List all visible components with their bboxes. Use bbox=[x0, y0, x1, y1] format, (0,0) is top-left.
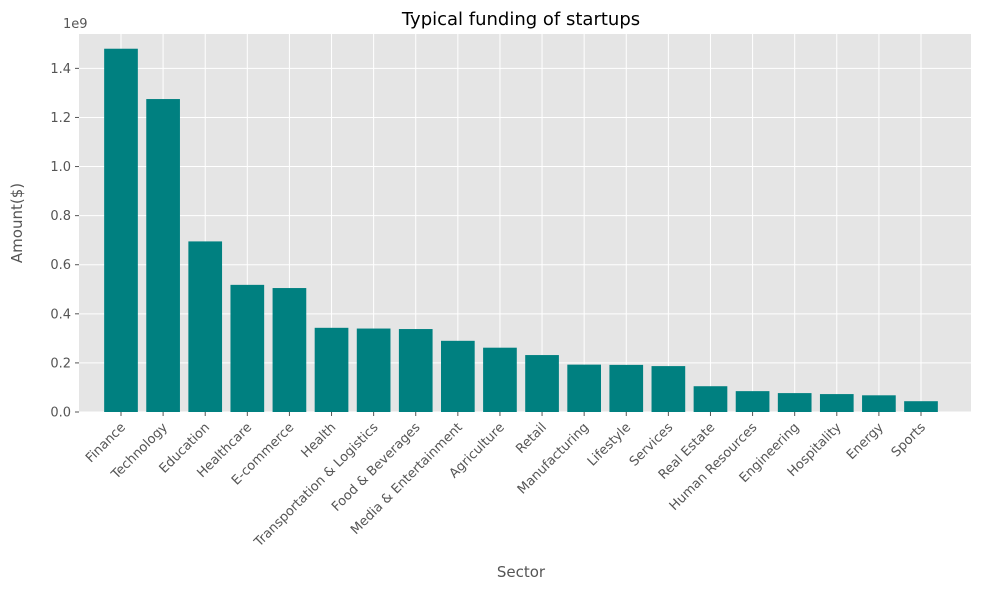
y-tick-label: 0.6 bbox=[50, 258, 71, 273]
bar-sports bbox=[904, 401, 938, 412]
y-tick-label: 0.8 bbox=[50, 209, 71, 224]
x-tick-label: Retail bbox=[513, 420, 550, 457]
y-axis-label: Amount($) bbox=[8, 183, 26, 263]
bar-education bbox=[188, 241, 223, 412]
bar-energy bbox=[862, 395, 896, 412]
bar-technology bbox=[146, 99, 180, 412]
bar-healthcare bbox=[230, 284, 265, 412]
bar-health bbox=[314, 327, 349, 412]
bar-real-estate bbox=[693, 386, 728, 412]
y-tick-label: 1.4 bbox=[50, 62, 71, 77]
x-tick-label: Health bbox=[299, 420, 340, 461]
plot-background bbox=[79, 34, 971, 412]
x-axis-ticks: FinanceTechnologyEducationHealthcareE-co… bbox=[83, 412, 929, 551]
y-tick-label: 0.4 bbox=[50, 307, 71, 322]
bar-services bbox=[651, 366, 686, 412]
bar-e-commerce bbox=[272, 288, 307, 412]
y-tick-label: 1.2 bbox=[50, 111, 71, 126]
bar-finance bbox=[104, 48, 138, 413]
bar-manufacturing bbox=[567, 364, 601, 412]
bar-retail bbox=[525, 355, 559, 412]
bar-human-resources bbox=[735, 391, 770, 412]
chart-title: Typical funding of startups bbox=[401, 9, 640, 30]
bar-agriculture bbox=[483, 347, 517, 412]
x-tick-label: Sports bbox=[889, 420, 929, 460]
bar-engineering bbox=[777, 393, 812, 412]
x-axis-label: Sector bbox=[497, 563, 546, 581]
bar-hospitality bbox=[819, 394, 854, 412]
y-tick-label: 0.2 bbox=[50, 356, 71, 371]
y-tick-label: 0.0 bbox=[50, 406, 71, 421]
y-axis-ticks: 0.0 0.2 0.4 0.6 0.8 1.0 1.2 1.4 bbox=[50, 62, 79, 421]
bar-lifestyle bbox=[609, 364, 644, 412]
x-tick-label: Energy bbox=[844, 420, 887, 463]
bar-media-entertainment bbox=[441, 340, 475, 412]
y-tick-label: 1.0 bbox=[50, 160, 71, 175]
x-tick-label: Lifestyle bbox=[585, 420, 634, 469]
bar-food-beverages bbox=[398, 329, 433, 412]
bars bbox=[104, 48, 938, 413]
y-axis-offset-label: 1e9 bbox=[63, 17, 88, 32]
bar-transportation-logistics bbox=[356, 328, 391, 412]
